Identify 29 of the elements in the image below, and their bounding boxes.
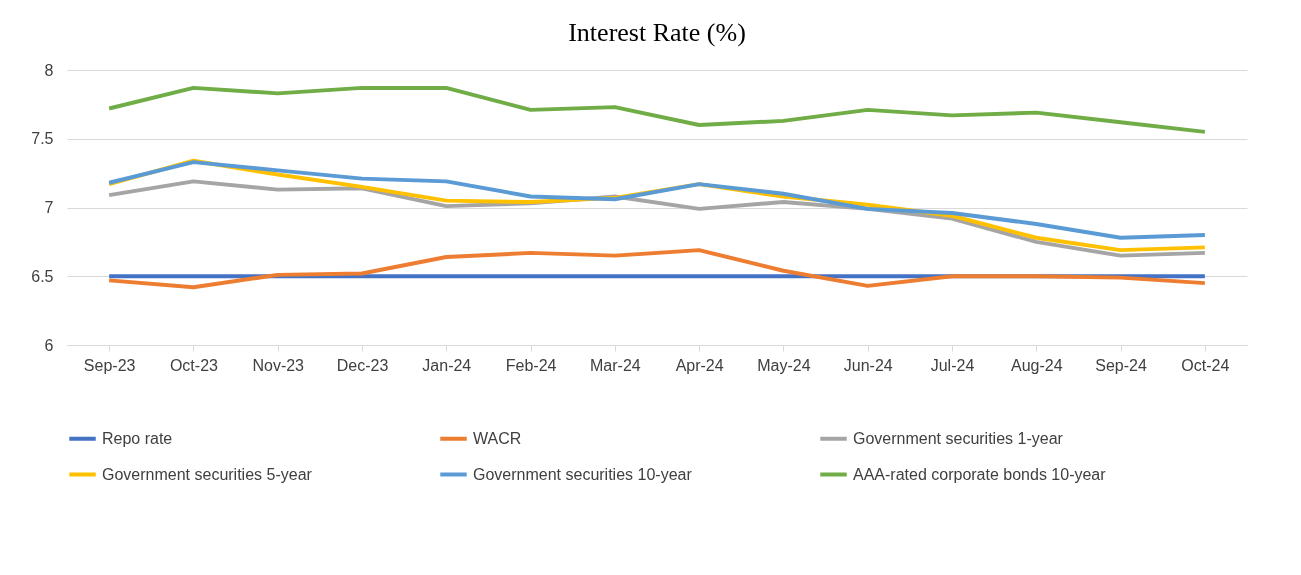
x-tick-label: Oct-24 xyxy=(1181,356,1230,374)
y-tick-label: 6 xyxy=(44,336,54,354)
x-tick-label: Oct-23 xyxy=(169,356,219,374)
x-tick-label: Mar-24 xyxy=(590,356,641,374)
legend-label: AAA-rated corporate bonds 10-year xyxy=(853,465,1107,483)
x-tick-label: Jul-24 xyxy=(930,356,975,374)
y-tick-label: 7 xyxy=(44,199,54,216)
x-tick-label: Apr-24 xyxy=(675,356,724,374)
line-series xyxy=(107,248,1207,290)
x-tick-label: Aug-24 xyxy=(1010,356,1063,374)
x-tick-label: Dec-23 xyxy=(336,356,389,374)
x-tick-label: Nov-23 xyxy=(252,356,305,374)
x-tick-label: May-24 xyxy=(757,356,811,374)
legend-label: Repo rate xyxy=(102,429,173,447)
y-tick-label: 8 xyxy=(44,61,54,79)
x-tick-label: Feb-24 xyxy=(505,356,557,374)
x-tick-label: Jan-24 xyxy=(422,356,472,374)
line-series xyxy=(107,85,1207,134)
legend-label: Government securities 10-year xyxy=(473,465,693,483)
legend-label: WACR xyxy=(473,429,522,447)
legend-label: Government securities 1-year xyxy=(853,429,1064,447)
x-tick-label: Sep-24 xyxy=(1095,356,1147,374)
line-series xyxy=(107,160,1207,240)
y-tick-label: 7.5 xyxy=(31,130,54,148)
x-tick-label: Sep-23 xyxy=(83,356,136,374)
x-tick-label: Jun-24 xyxy=(843,356,893,374)
legend-label: Government securities 5-year xyxy=(102,465,313,483)
chart-title: Interest Rate (%) xyxy=(568,18,746,47)
y-tick-label: 6.5 xyxy=(31,267,54,285)
